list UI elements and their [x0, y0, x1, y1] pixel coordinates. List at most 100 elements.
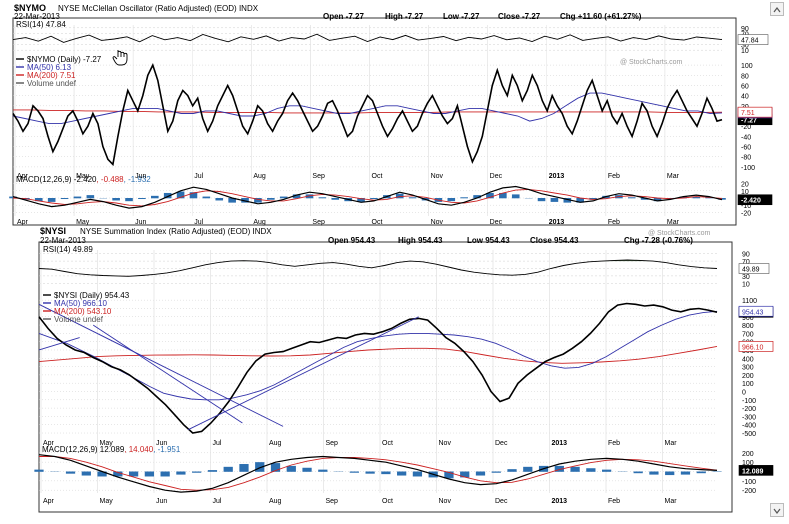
nysi-price-tick-label: -300 [742, 414, 756, 421]
nysi-legend-entry: Volume undef [54, 315, 104, 324]
nysi-macd-histogram-bar [397, 472, 406, 476]
nysi-price-tick-label: 800 [742, 323, 754, 330]
nysi-macd-histogram-bar [586, 468, 595, 472]
nymo-macd-histogram-bar [512, 194, 520, 198]
nysi-macd-histogram-bar [413, 472, 422, 477]
nysi-symbol: $NYSI [40, 226, 66, 236]
nymo-month-label: Sep [312, 173, 325, 180]
nymo-price-tick-label: 40 [741, 94, 749, 101]
nysi-month-label: Dec [495, 498, 508, 505]
nymo-month-label: Aug [253, 219, 266, 226]
nysi-month-label: May [100, 498, 114, 505]
nymo-low: Low -7.27 [443, 12, 480, 21]
nysi-title: NYSE Summation Index (Ratio Adjusted) (E… [80, 227, 272, 236]
nysi-macd-label-part: , 14.040 [124, 445, 153, 454]
nysi-month-label: 2013 [552, 498, 568, 505]
nymo-month-label: 2013 [549, 219, 565, 226]
nymo-title: NYSE McClellan Oscillator (Ratio Adjuste… [58, 4, 259, 13]
nysi-macd-tick-label: -200 [742, 488, 756, 495]
nysi-high: High 954.43 [398, 236, 443, 245]
nymo-month-label: Apr [17, 219, 29, 226]
nysi-macd-histogram-bar [161, 472, 170, 477]
nymo-month-label: Oct [372, 219, 383, 226]
nymo-price-tick-label: -80 [741, 155, 751, 162]
scroll-down-button[interactable] [770, 503, 784, 517]
nymo-price-tick-label: -40 [741, 134, 751, 141]
nysi-month-label: Sep [326, 440, 339, 447]
nysi-chg: Chg -7.28 (-0.76%) [624, 236, 693, 245]
nymo-month-label: Dec [490, 173, 503, 180]
nysi-macd-histogram-bar [697, 472, 706, 474]
nymo-macd-histogram-bar [151, 196, 159, 198]
nysi-macd-histogram-bar [602, 470, 611, 472]
nysi-macd-histogram-bar [365, 472, 374, 474]
nymo-rsi-tick-label: 10 [741, 48, 749, 55]
nymo-macd-label-part: , -0.488 [96, 175, 124, 184]
nymo-macd-tick-label: 20 [741, 182, 749, 189]
nysi-macd-histogram-bar [192, 472, 201, 473]
nysi-macd-histogram-bar [318, 470, 327, 472]
nymo-price-tick-label: -100 [741, 165, 755, 172]
nysi-month-label: Oct [382, 498, 393, 505]
nymo-macd-histogram-bar [331, 198, 339, 200]
nymo-macd-histogram-bar [628, 197, 636, 198]
nysi-rsi-line [39, 260, 717, 276]
nysi-price-tick-label: 100 [742, 381, 754, 388]
nymo-macd-histogram-bar [551, 198, 559, 202]
nymo-macd-histogram-bar [215, 198, 223, 200]
nysi-month-label: Apr [43, 440, 55, 447]
hand-cursor-icon [113, 50, 127, 65]
nymo-macd-histogram-bar [48, 198, 56, 202]
nymo-macd-histogram-bar [447, 198, 455, 201]
nysi-macd-histogram-bar [381, 472, 390, 475]
nymo-month-label: Feb [608, 219, 620, 226]
nymo-month-label: Apr [17, 173, 29, 180]
nymo-price-tick-label: 100 [741, 63, 753, 70]
nysi-macd-histogram-bar [570, 467, 579, 472]
nysi-month-label: Mar [665, 440, 678, 447]
nymo-macd-histogram-bar [138, 198, 146, 199]
arrow-down-icon [771, 505, 783, 517]
nysi-macd-histogram-bar [665, 472, 674, 476]
nymo-month-label: Feb [608, 173, 620, 180]
nymo-high: High -7.27 [385, 12, 424, 21]
nymo-month-label: Sep [312, 219, 325, 226]
nysi-macd-histogram-bar [507, 469, 516, 472]
nymo-month-label: Jul [194, 219, 203, 226]
nymo-month-label: Nov [431, 219, 444, 226]
nymo-series-nymo [13, 65, 722, 164]
nymo-macd-histogram-bar [460, 197, 468, 198]
series-layer [13, 34, 722, 492]
nymo-macd-histogram-bar [409, 197, 417, 198]
nysi-macd-histogram-bar [634, 472, 643, 474]
nymo-price-tick-label: 80 [741, 73, 749, 80]
nysi-month-label: Jul [213, 440, 222, 447]
nysi-price-tick-label: 200 [742, 373, 754, 380]
scroll-up-button[interactable] [770, 2, 784, 16]
nymo-month-label: Jun [135, 219, 146, 226]
nysi-price-tick-label: 400 [742, 356, 754, 363]
nymo-macd-histogram-bar [87, 195, 95, 198]
nysi-month-label: Feb [608, 440, 620, 447]
nysi-macd-histogram-bar [224, 467, 233, 472]
nysi-month-label: Apr [43, 498, 55, 505]
nymo-month-label: Jul [194, 173, 203, 180]
nymo-rsi-line [13, 34, 722, 42]
nymo-month-label: Jun [135, 173, 146, 180]
nysi-series-nysi [39, 304, 717, 434]
nysi-macd-histogram-bar [66, 472, 75, 474]
nysi-rsi-tick-label: 90 [742, 252, 750, 259]
nysi-macd-histogram-bar [176, 472, 185, 475]
nysi-rsi-tick-label: 10 [742, 281, 750, 288]
nysi-price-tag-label: 966.10 [742, 344, 764, 351]
nymo-macd-histogram-bar [125, 198, 133, 201]
nysi-macd-histogram-bar [287, 466, 296, 472]
nysi-trendline [188, 317, 419, 430]
nysi-macd-histogram-bar [476, 472, 485, 476]
nymo-macd-histogram-bar [61, 198, 69, 199]
nysi-price-tick-label: 0 [742, 389, 746, 396]
nysi-price-tag-label: 954.43 [742, 309, 764, 316]
nysi-price-tick-label: 1100 [742, 298, 757, 305]
nysi-macd-histogram-bar [208, 470, 217, 472]
nysi-price-tick-label: -200 [742, 406, 756, 413]
